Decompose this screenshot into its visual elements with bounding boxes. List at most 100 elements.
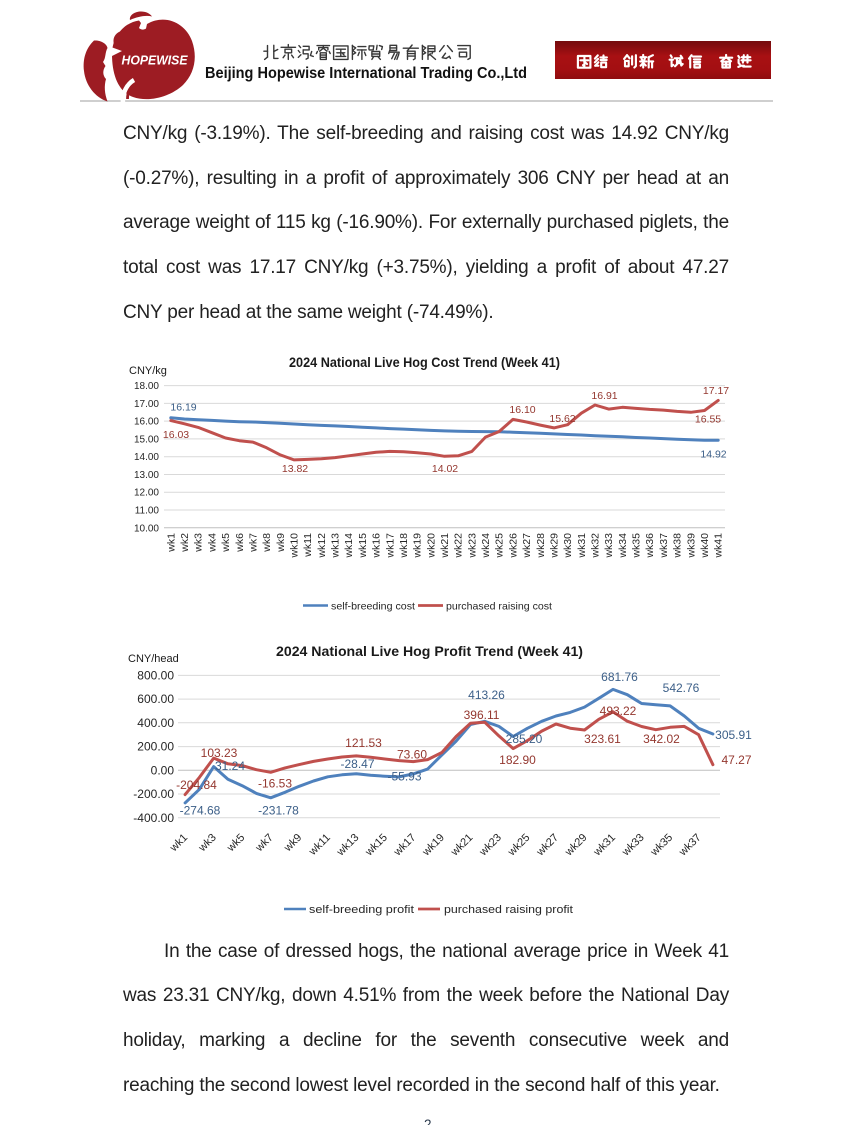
svg-text:16.91: 16.91	[591, 390, 617, 402]
svg-text:13.00: 13.00	[134, 470, 159, 481]
svg-text:73.60: 73.60	[397, 748, 427, 762]
svg-text:wk2: wk2	[179, 533, 191, 553]
svg-text:wk17: wk17	[384, 533, 396, 559]
svg-text:10.00: 10.00	[134, 523, 159, 534]
svg-text:wk5: wk5	[224, 832, 247, 855]
svg-text:-400.00: -400.00	[133, 811, 174, 825]
svg-text:493.22: 493.22	[600, 704, 637, 718]
svg-text:wk20: wk20	[425, 533, 437, 559]
svg-text:wk33: wk33	[603, 533, 615, 559]
svg-text:self-breeding profit: self-breeding profit	[309, 904, 414, 916]
svg-text:wk33: wk33	[619, 832, 646, 859]
svg-text:wk29: wk29	[562, 832, 589, 859]
svg-text:self-breeding cost: self-breeding cost	[331, 601, 415, 613]
svg-text:wk36: wk36	[644, 533, 656, 559]
svg-text:15.62: 15.62	[549, 413, 575, 425]
svg-text:17.17: 17.17	[703, 385, 729, 397]
svg-text:16.03: 16.03	[163, 429, 189, 441]
svg-text:12.00: 12.00	[134, 488, 159, 499]
svg-text:wk25: wk25	[494, 533, 506, 559]
svg-text:13.82: 13.82	[282, 463, 308, 475]
svg-text:wk31: wk31	[576, 533, 588, 559]
svg-text:-231.78: -231.78	[258, 804, 299, 818]
svg-text:wk8: wk8	[261, 533, 273, 553]
svg-text:wk9: wk9	[281, 832, 304, 855]
svg-text:16.10: 16.10	[509, 404, 535, 416]
svg-text:-16.53: -16.53	[258, 777, 292, 791]
svg-text:323.61: 323.61	[584, 732, 621, 746]
svg-text:103.23: 103.23	[201, 746, 238, 760]
svg-text:wk37: wk37	[658, 533, 670, 559]
svg-text:-55.93: -55.93	[387, 770, 421, 784]
svg-text:wk39: wk39	[685, 533, 697, 559]
svg-text:wk16: wk16	[371, 533, 383, 559]
svg-text:purchased raising cost: purchased raising cost	[446, 601, 552, 613]
svg-text:wk17: wk17	[391, 832, 418, 859]
svg-text:wk7: wk7	[247, 533, 259, 553]
svg-text:14.92: 14.92	[700, 449, 726, 461]
svg-text:wk11: wk11	[302, 533, 314, 558]
svg-text:wk14: wk14	[343, 533, 355, 559]
svg-text:wk11: wk11	[306, 832, 333, 859]
svg-text:wk32: wk32	[590, 533, 602, 559]
svg-text:wk3: wk3	[193, 533, 205, 553]
svg-text:wk22: wk22	[453, 533, 465, 559]
svg-text:wk34: wk34	[617, 533, 629, 559]
svg-text:wk18: wk18	[398, 533, 410, 559]
svg-text:wk23: wk23	[466, 533, 478, 559]
svg-text:16.19: 16.19	[170, 402, 196, 414]
svg-text:14.00: 14.00	[134, 452, 159, 463]
svg-text:wk35: wk35	[648, 832, 675, 859]
svg-text:0.00: 0.00	[151, 763, 175, 777]
svg-text:wk37: wk37	[676, 832, 703, 859]
svg-text:wk29: wk29	[549, 533, 561, 559]
svg-text:wk5: wk5	[220, 533, 232, 553]
svg-text:681.76: 681.76	[601, 670, 638, 684]
svg-text:wk12: wk12	[316, 533, 328, 559]
svg-text:600.00: 600.00	[137, 692, 174, 706]
svg-text:wk28: wk28	[535, 533, 547, 559]
svg-text:wk9: wk9	[275, 533, 287, 553]
svg-text:16.00: 16.00	[134, 417, 159, 428]
svg-text:wk1: wk1	[165, 533, 177, 553]
svg-text:-204.84: -204.84	[176, 778, 217, 792]
svg-text:400.00: 400.00	[137, 716, 174, 730]
svg-text:CNY/kg: CNY/kg	[129, 365, 167, 377]
svg-text:wk3: wk3	[196, 832, 219, 855]
svg-text:15.00: 15.00	[134, 434, 159, 445]
svg-text:wk13: wk13	[334, 832, 361, 859]
svg-text:18.00: 18.00	[134, 381, 159, 392]
svg-text:285.20: 285.20	[506, 732, 543, 746]
svg-text:121.53: 121.53	[345, 736, 382, 750]
svg-text:wk26: wk26	[507, 533, 519, 559]
svg-text:396.11: 396.11	[464, 708, 500, 722]
svg-text:wk6: wk6	[234, 533, 246, 553]
svg-text:wk7: wk7	[253, 832, 276, 855]
svg-text:182.90: 182.90	[499, 753, 536, 767]
svg-text:wk31: wk31	[591, 832, 618, 859]
svg-text:wk27: wk27	[521, 533, 533, 559]
svg-text:wk10: wk10	[289, 533, 301, 559]
svg-text:16.55: 16.55	[695, 414, 721, 426]
svg-text:wk24: wk24	[480, 533, 492, 559]
svg-text:wk35: wk35	[631, 533, 643, 559]
svg-text:47.27: 47.27	[721, 753, 751, 767]
svg-text:wk19: wk19	[420, 832, 447, 859]
svg-text:CNY/head: CNY/head	[128, 653, 179, 665]
svg-text:14.02: 14.02	[432, 463, 458, 475]
svg-text:wk1: wk1	[167, 832, 190, 855]
svg-text:wk23: wk23	[477, 832, 504, 859]
svg-text:wk41: wk41	[713, 533, 725, 559]
svg-text:542.76: 542.76	[663, 681, 700, 695]
svg-text:HOPEWISE: HOPEWISE	[122, 54, 189, 68]
svg-text:800.00: 800.00	[137, 668, 174, 682]
svg-text:wk15: wk15	[363, 832, 390, 859]
svg-text:200.00: 200.00	[137, 740, 174, 754]
svg-text:wk13: wk13	[330, 533, 342, 559]
svg-text:wk40: wk40	[699, 533, 711, 559]
svg-text:-200.00: -200.00	[133, 787, 174, 801]
svg-text:342.02: 342.02	[643, 732, 680, 746]
svg-text:wk27: wk27	[534, 832, 561, 859]
svg-text:wk30: wk30	[562, 533, 574, 559]
svg-text:wk21: wk21	[439, 533, 451, 559]
